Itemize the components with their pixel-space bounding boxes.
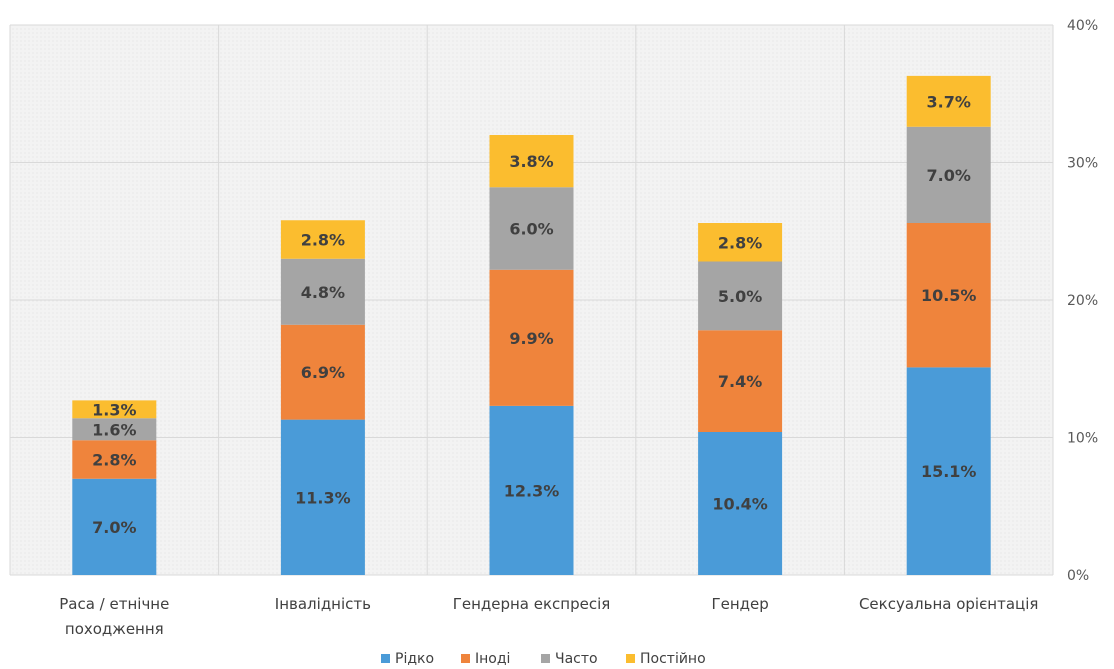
bar-segment	[698, 223, 783, 262]
bar-segment	[698, 432, 783, 575]
legend-swatch	[381, 654, 390, 663]
data-label: 7.4%	[718, 372, 762, 391]
y-tick-label: 0%	[1067, 568, 1089, 584]
legend-label: Рідко	[395, 651, 434, 667]
bar-segment	[489, 405, 574, 575]
bar-segment	[906, 223, 991, 368]
y-tick-label: 20%	[1067, 293, 1098, 309]
bar-segment	[489, 135, 574, 188]
bar-segment	[280, 419, 365, 575]
bar-segment	[72, 478, 157, 575]
data-label: 12.3%	[504, 481, 560, 500]
bar-segment	[489, 187, 574, 270]
data-label: 15.1%	[921, 462, 977, 481]
data-label: 1.3%	[92, 400, 136, 419]
data-label: 2.8%	[92, 451, 136, 470]
data-label: 10.4%	[712, 495, 768, 514]
y-axis: 0% 10% 20% 30% 40%	[1067, 18, 1098, 584]
category-label: походження	[65, 620, 164, 638]
bar-segment	[280, 258, 365, 325]
legend: Рідко Іноді Часто Постійно	[381, 651, 706, 667]
bar-segment	[489, 269, 574, 406]
data-label: 11.3%	[295, 488, 351, 507]
bar-segment	[72, 400, 157, 419]
category-label: Інвалідність	[275, 595, 371, 613]
data-label: 6.0%	[509, 220, 553, 239]
bar-segment	[698, 330, 783, 432]
category-label: Сексуальна орієнтація	[859, 595, 1039, 613]
data-label: 9.9%	[509, 329, 553, 348]
data-label: 3.8%	[509, 152, 553, 171]
bar-segment	[698, 261, 783, 331]
y-tick-label: 40%	[1067, 18, 1098, 34]
data-label: 2.8%	[301, 231, 345, 250]
legend-swatch	[541, 654, 550, 663]
legend-swatch	[626, 654, 635, 663]
data-label: 5.0%	[718, 287, 762, 306]
bar-segment	[906, 75, 991, 127]
data-label: 6.9%	[301, 363, 345, 382]
category-label: Раса / етнічне	[59, 595, 169, 613]
legend-swatch	[461, 654, 470, 663]
data-label: 7.0%	[927, 166, 971, 185]
category-label: Гендерна експресія	[453, 595, 611, 613]
data-label: 4.8%	[301, 283, 345, 302]
legend-label: Часто	[555, 651, 598, 667]
data-label: 3.7%	[927, 92, 971, 111]
bar-segment	[906, 367, 991, 575]
category-label: Гендер	[711, 595, 768, 613]
bar-segment	[72, 418, 157, 441]
legend-label: Постійно	[640, 651, 706, 667]
data-label: 1.6%	[92, 420, 136, 439]
data-labels: 7.0% 2.8% 1.6%1.3% 11.3% 6.9% 4.8% 2.8% 12.3% 9.…	[92, 92, 976, 537]
bars	[72, 75, 991, 575]
data-label: 7.0%	[92, 518, 136, 537]
bar-segment	[280, 324, 365, 420]
legend-label: Іноді	[475, 651, 510, 667]
y-tick-label: 10%	[1067, 431, 1098, 447]
x-axis: Раса / етнічне походження Інвалідність Генд…	[59, 595, 1038, 638]
bar-segment	[280, 220, 365, 259]
bar-segment	[906, 126, 991, 223]
data-label: 10.5%	[921, 286, 977, 305]
bar-segment	[72, 440, 157, 479]
y-tick-label: 30%	[1067, 156, 1098, 172]
data-label: 2.8%	[718, 233, 762, 252]
